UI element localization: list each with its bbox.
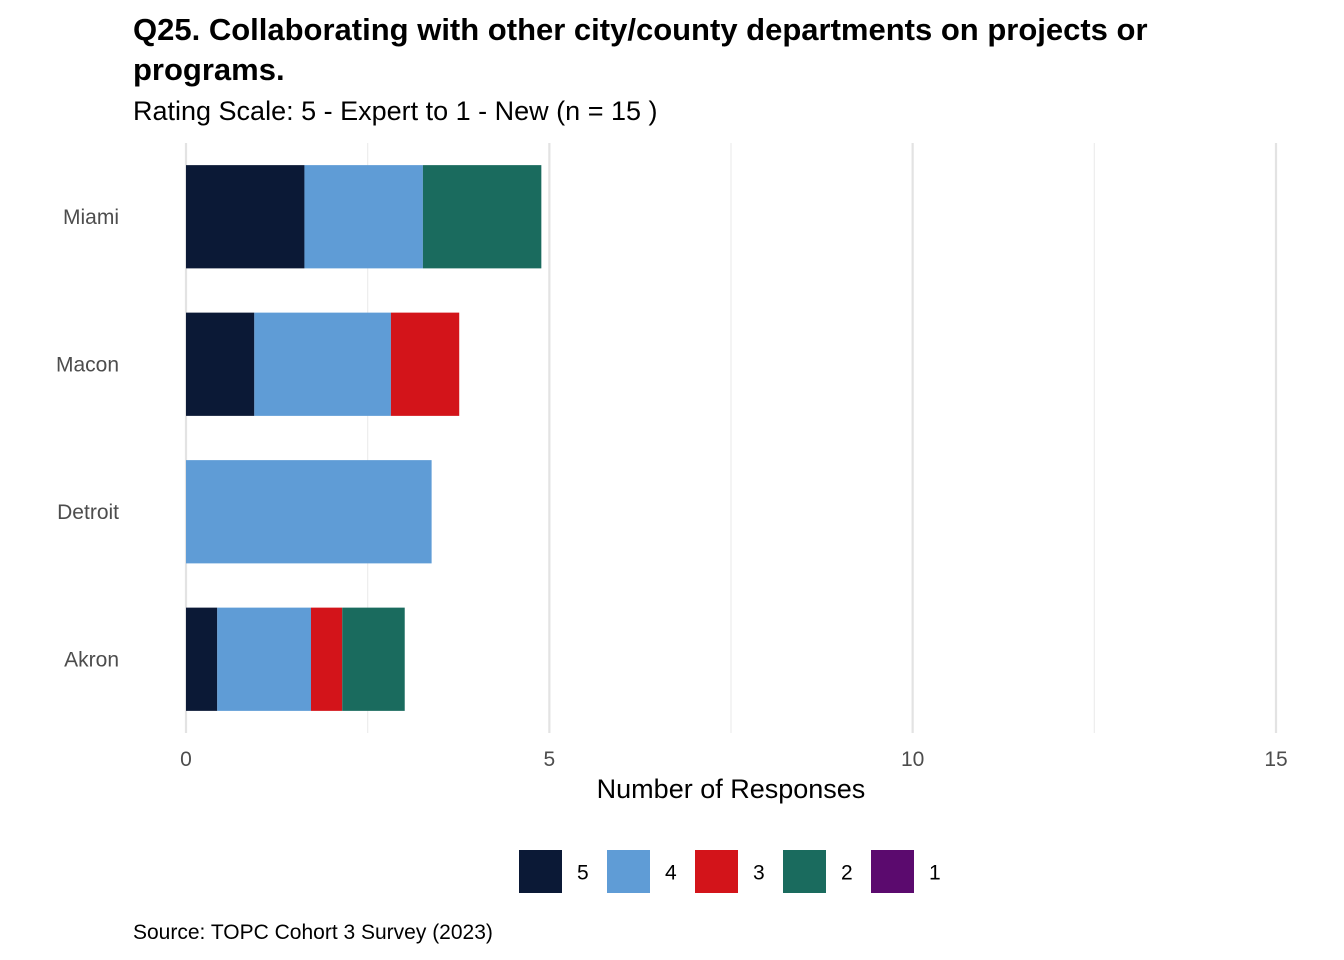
bar-miami-rating-5: [186, 165, 305, 269]
x-axis-title: Number of Responses: [597, 774, 866, 804]
x-tick-label: 10: [901, 748, 924, 771]
y-tick-label-macon: Macon: [56, 353, 119, 376]
chart-subtitle: Rating Scale: 5 - Expert to 1 - New (n =…: [133, 96, 658, 126]
legend-label-1: 1: [929, 862, 941, 885]
legend-label-4: 4: [665, 862, 677, 885]
legend-key-2: [783, 850, 826, 893]
legend-key-4: [607, 850, 650, 893]
y-tick-label-detroit: Detroit: [57, 501, 119, 524]
bar-macon-rating-5: [186, 312, 255, 416]
bar-miami-rating-4: [304, 165, 423, 269]
bar-akron-rating-3: [310, 607, 343, 711]
legend-key-3: [695, 850, 738, 893]
bar-macon-rating-3: [390, 312, 460, 416]
bar-akron-rating-2: [342, 607, 405, 711]
bars: [186, 165, 542, 711]
chart-caption: Source: TOPC Cohort 3 Survey (2023): [133, 921, 493, 944]
x-tick-label: 15: [1264, 748, 1287, 771]
bar-akron-rating-4: [217, 607, 311, 711]
x-tick-label: 5: [543, 748, 555, 771]
y-axis-labels: Akron Detroit Macon Miami: [56, 206, 119, 672]
bar-macon-rating-4: [254, 312, 391, 416]
legend: 5 4 3 2 1: [519, 850, 941, 893]
chart-title: Q25. Collaborating with other city/count…: [133, 12, 1148, 87]
x-axis-labels: 0 5 10 15: [180, 748, 1288, 771]
y-tick-label-akron: Akron: [64, 648, 119, 671]
legend-label-2: 2: [841, 862, 853, 885]
legend-label-3: 3: [753, 862, 765, 885]
legend-label-5: 5: [577, 862, 589, 885]
y-tick-label-miami: Miami: [63, 206, 119, 229]
legend-key-1: [871, 850, 914, 893]
x-tick-label: 0: [180, 748, 192, 771]
bar-miami-rating-2: [422, 165, 542, 269]
legend-key-5: [519, 850, 562, 893]
bar-akron-rating-5: [186, 607, 218, 711]
bar-detroit-rating-4: [186, 460, 432, 564]
